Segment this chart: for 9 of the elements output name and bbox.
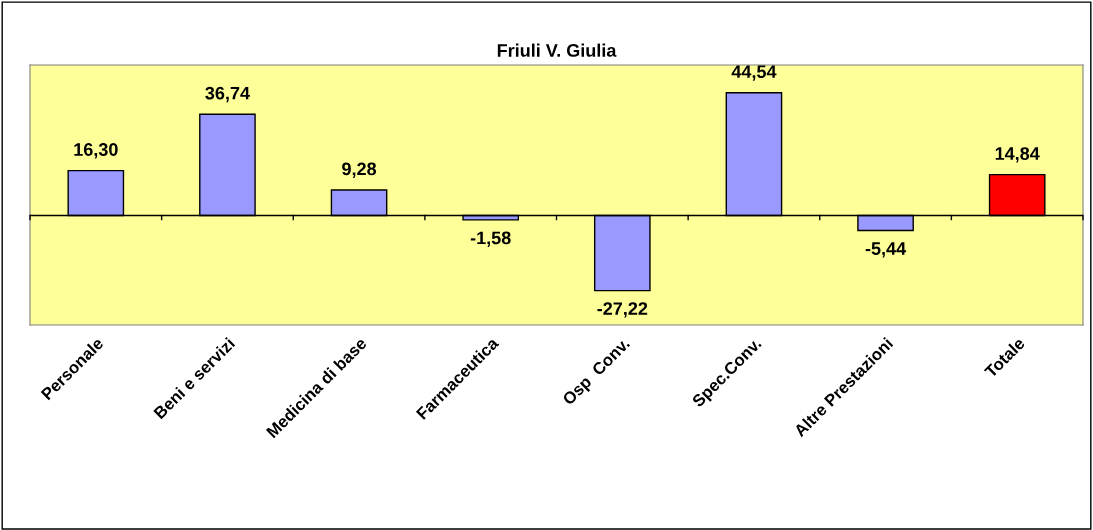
data-label: 44,54 xyxy=(731,65,777,81)
data-label: 16,30 xyxy=(74,143,118,159)
data-label: -5,44 xyxy=(865,242,907,258)
chart-title: Friuli V. Giulia xyxy=(497,43,617,57)
data-label: -1,58 xyxy=(470,231,511,247)
data-label: 14,84 xyxy=(995,147,1040,163)
data-label: -27,22 xyxy=(597,302,648,318)
data-label: 9,28 xyxy=(342,162,377,178)
data-label: 36,74 xyxy=(205,86,250,103)
